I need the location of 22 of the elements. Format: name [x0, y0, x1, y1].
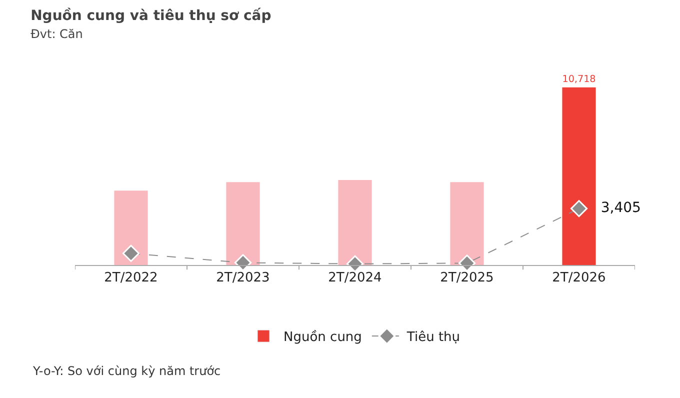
chart-title: Nguồn cung và tiêu thụ sơ cấp — [30, 6, 272, 24]
point — [346, 255, 364, 272]
legend-label: Nguồn cung — [284, 329, 362, 346]
bar — [562, 87, 596, 265]
bar — [450, 182, 484, 265]
x-tick-label: 2T/2024 — [328, 270, 382, 286]
point — [234, 254, 252, 272]
x-tick-label: 2T/2022 — [104, 270, 158, 286]
text: Y-o-Y: So với cùng kỳ năm trước — [32, 364, 221, 378]
data-label: 3,405 — [588, 200, 641, 216]
chart-subtitle: Đvt: Căn — [30, 27, 83, 42]
bar — [338, 180, 372, 265]
x-tick-label: 2T/2023 — [216, 270, 270, 286]
data-label: 10,718 — [562, 74, 596, 85]
x-tick-label: 2T/2026 — [552, 270, 606, 286]
point — [570, 200, 588, 218]
x-tick-label: 2T/2025 — [440, 270, 494, 286]
point — [458, 254, 476, 272]
bar — [114, 190, 148, 265]
point — [122, 244, 140, 262]
bar — [226, 182, 260, 265]
legend-label: Tiêu thụ — [406, 330, 460, 346]
